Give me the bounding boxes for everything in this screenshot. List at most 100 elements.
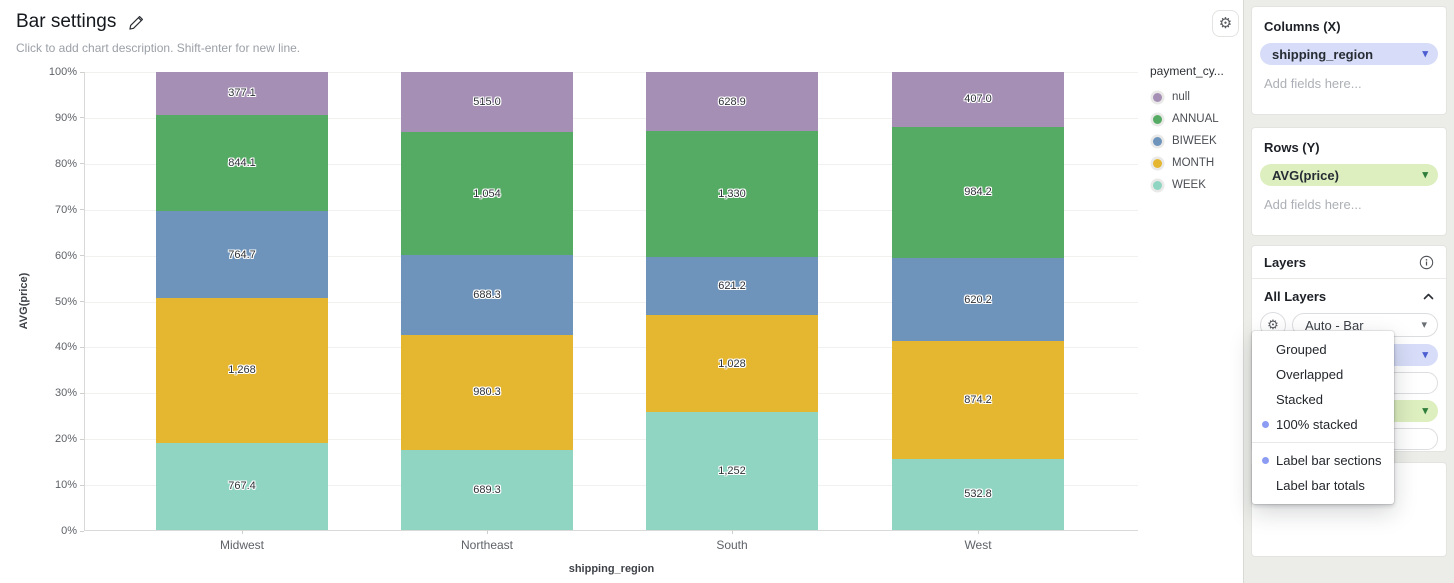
menu-item-grouped[interactable]: Grouped bbox=[1276, 342, 1327, 357]
y-axis-tick-label: 20% bbox=[54, 433, 77, 446]
bar-segment-month[interactable]: 874.2 bbox=[892, 341, 1064, 459]
menu-divider bbox=[1252, 442, 1394, 443]
gridline bbox=[85, 255, 1138, 257]
bar-segment-label: 1,252 bbox=[718, 464, 746, 477]
legend-swatch-icon bbox=[1153, 114, 1162, 124]
y-axis-tick-mark bbox=[80, 117, 84, 119]
bar-segment-null[interactable]: 377.1 bbox=[156, 72, 328, 115]
y-axis-tick-mark bbox=[80, 163, 84, 165]
y-axis-tick-label: 80% bbox=[54, 157, 77, 170]
legend-item-label: ANNUAL bbox=[1172, 113, 1219, 125]
legend-item-label: MONTH bbox=[1172, 157, 1215, 169]
bar-segment-label: 377.1 bbox=[228, 87, 256, 100]
legend-item-label: WEEK bbox=[1172, 179, 1206, 191]
x-axis-label: Northeast bbox=[460, 538, 514, 552]
layer-type-menu: Grouped Overlapped Stacked 100% stacked Lab… bbox=[1252, 331, 1394, 504]
bar-segment-annual[interactable]: 984.2 bbox=[892, 126, 1064, 259]
x-axis-tick-mark bbox=[487, 530, 488, 534]
bar-segment-biweek[interactable]: 621.2 bbox=[646, 256, 818, 316]
legend-swatch-icon bbox=[1153, 158, 1162, 168]
caret-down-icon: ▾ bbox=[1422, 47, 1428, 60]
y-axis-tick-label: 0% bbox=[61, 525, 77, 537]
gridline bbox=[85, 209, 1138, 211]
menu-item-label-bar-sections[interactable]: Label bar sections bbox=[1252, 448, 1394, 473]
layer-type-value: Auto - Bar bbox=[1305, 317, 1364, 333]
field-pill-avg-price[interactable]: AVG(price) ▾ bbox=[1260, 164, 1438, 186]
gridline bbox=[85, 117, 1138, 119]
gridline bbox=[85, 485, 1138, 487]
bar-segment-week[interactable]: 689.3 bbox=[401, 449, 573, 530]
gear-icon: ⚙ bbox=[1267, 317, 1279, 332]
edit-pencil-icon[interactable] bbox=[128, 14, 145, 31]
bar-column-west: 407.0 984.2 620.2 874.2 532.8 bbox=[892, 72, 1064, 530]
legend-item-label: null bbox=[1172, 91, 1190, 103]
selected-dot-icon bbox=[1262, 457, 1269, 464]
legend-item-label: BIWEEK bbox=[1172, 135, 1217, 147]
rows-card: Rows (Y) AVG(price) ▾ Add fields here... bbox=[1251, 127, 1447, 236]
legend-swatch-icon bbox=[1153, 92, 1162, 102]
menu-item-100-stacked[interactable]: 100% stacked bbox=[1252, 412, 1394, 437]
x-axis-label: West bbox=[964, 538, 992, 552]
bar-segment-biweek[interactable]: 688.3 bbox=[401, 254, 573, 336]
bar-segment-null[interactable]: 407.0 bbox=[892, 72, 1064, 127]
bar-segment-month[interactable]: 1,028 bbox=[646, 315, 818, 412]
legend-swatch-icon bbox=[1153, 180, 1162, 190]
add-fields-placeholder[interactable]: Add fields here... bbox=[1264, 76, 1362, 91]
bar-segment-week[interactable]: 532.8 bbox=[892, 458, 1064, 530]
y-axis-tick-mark bbox=[80, 484, 84, 486]
caret-down-icon: ▾ bbox=[1422, 404, 1428, 417]
y-axis-tick-mark bbox=[80, 209, 84, 211]
add-fields-placeholder[interactable]: Add fields here... bbox=[1264, 197, 1362, 212]
plot-area: AVG(price) shipping_region 0% 10% 20% 30% 40… bbox=[18, 66, 1138, 575]
info-icon[interactable] bbox=[1419, 255, 1434, 270]
bar-segment-biweek[interactable]: 620.2 bbox=[892, 258, 1064, 342]
caret-down-icon: ▾ bbox=[1422, 168, 1428, 181]
bar-segment-label: 767.4 bbox=[228, 480, 256, 493]
bar-column-midwest: 377.1 844.1 764.7 1,268 767.4 bbox=[156, 72, 328, 530]
menu-item-overlapped[interactable]: Overlapped bbox=[1276, 367, 1344, 382]
bar-segment-null[interactable]: 628.9 bbox=[646, 72, 818, 132]
bar-segment-label: 980.3 bbox=[473, 386, 501, 399]
bar-segment-label: 1,028 bbox=[718, 357, 746, 370]
bar-segment-biweek[interactable]: 764.7 bbox=[156, 211, 328, 299]
chart-settings-button[interactable]: ⚙ bbox=[1212, 10, 1239, 37]
y-axis-tick-label: 50% bbox=[54, 295, 77, 308]
bar-segment-week[interactable]: 1,252 bbox=[646, 411, 818, 530]
gridline bbox=[85, 393, 1138, 395]
bar-segment-week[interactable]: 767.4 bbox=[156, 442, 328, 530]
legend-item-biweek: BIWEEK bbox=[1150, 130, 1242, 152]
field-pill-label: AVG(price) bbox=[1272, 167, 1339, 183]
bar-segment-month[interactable]: 980.3 bbox=[401, 335, 573, 450]
gridline bbox=[85, 72, 1138, 73]
y-axis-title: AVG(price) bbox=[18, 272, 30, 330]
y-axis-tick-label: 30% bbox=[54, 387, 77, 400]
field-pill-shipping-region[interactable]: shipping_region ▾ bbox=[1260, 43, 1438, 65]
field-pill-label: shipping_region bbox=[1272, 46, 1374, 62]
rows-card-title: Rows (Y) bbox=[1264, 140, 1320, 155]
bar-segment-month[interactable]: 1,268 bbox=[156, 298, 328, 443]
bar-segment-annual[interactable]: 1,330 bbox=[646, 131, 818, 257]
x-axis-tick-mark bbox=[732, 530, 733, 534]
layers-title: Layers bbox=[1264, 255, 1306, 270]
x-axis-tick-mark bbox=[978, 530, 979, 534]
menu-item-label-bar-totals[interactable]: Label bar totals bbox=[1276, 478, 1365, 493]
bar-segment-annual[interactable]: 1,054 bbox=[401, 132, 573, 255]
bar-segment-annual[interactable]: 844.1 bbox=[156, 114, 328, 212]
legend-item-month: MONTH bbox=[1150, 152, 1242, 174]
y-axis-tick-label: 60% bbox=[54, 249, 77, 262]
y-axis-tick-label: 40% bbox=[54, 341, 77, 354]
y-axis-tick-label: 10% bbox=[54, 479, 77, 492]
y-axis-tick-mark bbox=[80, 438, 84, 440]
bar-segment-label: 688.3 bbox=[473, 289, 501, 302]
y-axis-tick-mark bbox=[80, 71, 84, 73]
x-axis-label: South bbox=[716, 538, 748, 552]
y-axis-tick-label: 70% bbox=[54, 203, 77, 216]
chevron-up-icon[interactable] bbox=[1423, 293, 1434, 300]
caret-down-icon: ▾ bbox=[1422, 348, 1428, 361]
bar-segment-null[interactable]: 515.0 bbox=[401, 72, 573, 133]
chart-description-placeholder[interactable]: Click to add chart description. Shift-en… bbox=[16, 41, 301, 55]
bar-segment-label: 764.7 bbox=[228, 248, 256, 261]
menu-item-stacked[interactable]: Stacked bbox=[1276, 392, 1323, 407]
y-axis-tick-mark bbox=[80, 255, 84, 257]
